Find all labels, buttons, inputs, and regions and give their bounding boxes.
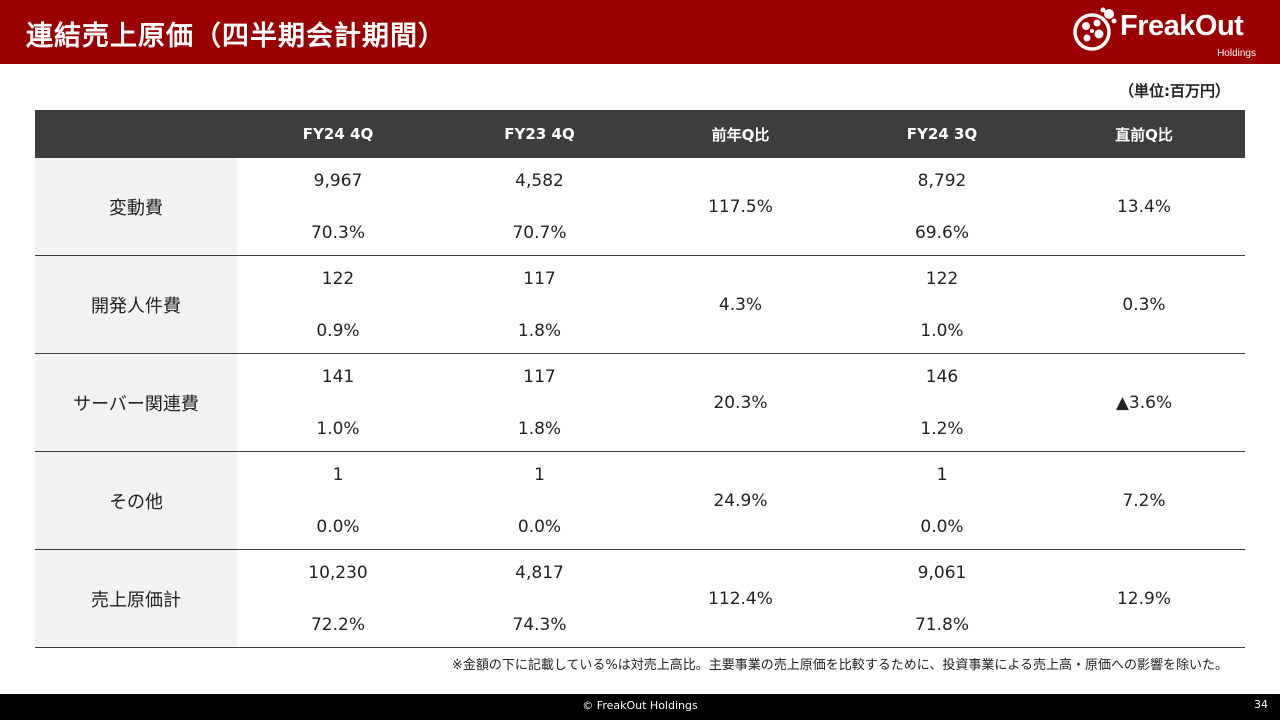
table-row: 変動費 9,967 70.3% 4,582 70.7% 117.5% 8,792 69… xyxy=(35,158,1245,256)
row-label: 売上原価計 xyxy=(35,549,237,648)
table-cell: 1 0.0% xyxy=(439,451,640,550)
logo-mark-icon xyxy=(1073,7,1117,51)
page-title: 連結売上原価（四半期会計期間） xyxy=(26,21,446,52)
logo-subtext: Holdings xyxy=(1217,48,1256,59)
row-label: その他 xyxy=(35,451,237,550)
amount-value: 117 xyxy=(523,269,556,289)
footnote: ※金額の下に記載している%は対売上高比。主要事業の売上原価を比較するために、投資… xyxy=(451,658,1228,673)
ratio-value: 0.9% xyxy=(316,321,360,341)
table-cell: 146 1.2% xyxy=(841,353,1043,452)
ratio-value: 70.7% xyxy=(512,223,567,243)
amount-value: 4,817 xyxy=(515,563,564,583)
ratio-value: 74.3% xyxy=(512,615,567,635)
qoq-value: ▲3.6% xyxy=(1043,353,1245,452)
table-row: サーバー関連費 141 1.0% 117 1.8% 20.3% 146 1.2% ▲3… xyxy=(35,353,1245,452)
column-header: FY24 3Q xyxy=(841,110,1043,158)
amount-value: 1 xyxy=(332,465,344,485)
amount-value: 8,792 xyxy=(917,171,967,191)
ratio-value: 0.0% xyxy=(920,517,964,537)
table-cell: 4,817 74.3% xyxy=(439,549,640,648)
ratio-value: 1.0% xyxy=(316,419,360,439)
column-header: FY23 4Q xyxy=(439,110,640,158)
amount-value: 122 xyxy=(925,269,959,289)
amount-value: 141 xyxy=(321,367,355,387)
row-label: 開発人件費 xyxy=(35,255,237,354)
ratio-value: 1.8% xyxy=(517,321,562,341)
table-cell: 117 1.8% xyxy=(439,255,640,354)
table-cell: 141 1.0% xyxy=(237,353,439,452)
table-row: 開発人件費 122 0.9% 117 1.8% 4.3% 122 1.0% 0.3% xyxy=(35,255,1245,354)
table-cell: 4,582 70.7% xyxy=(439,158,640,256)
table-cell: 9,967 70.3% xyxy=(237,158,439,256)
cost-of-sales-table: FY24 4Q FY23 4Q 前年Q比 FY24 3Q 直前Q比 変動費 9,… xyxy=(35,110,1245,648)
ratio-value: 0.0% xyxy=(517,517,562,537)
yoy-value: 24.9% xyxy=(640,451,841,550)
row-label: 変動費 xyxy=(35,158,237,256)
ratio-value: 70.3% xyxy=(310,223,365,243)
qoq-value: 12.9% xyxy=(1043,549,1245,648)
table-cell: 10,230 72.2% xyxy=(237,549,439,648)
table-cell: 122 1.0% xyxy=(841,255,1043,354)
table-cell: 1 0.0% xyxy=(237,451,439,550)
column-header: FY24 4Q xyxy=(237,110,439,158)
yoy-value: 4.3% xyxy=(640,255,841,354)
ratio-value: 72.2% xyxy=(310,615,365,635)
table-cell: 9,061 71.8% xyxy=(841,549,1043,648)
ratio-value: 71.8% xyxy=(914,615,969,635)
column-header: 前年Q比 xyxy=(640,110,841,158)
yoy-value: 112.4% xyxy=(640,549,841,648)
qoq-value: 7.2% xyxy=(1043,451,1245,550)
qoq-value: 13.4% xyxy=(1043,158,1245,256)
freakout-logo: FreakOut Holdings xyxy=(1070,4,1270,62)
row-label: サーバー関連費 xyxy=(35,353,237,452)
table-cell: 8,792 69.6% xyxy=(841,158,1043,256)
table-cell: 122 0.9% xyxy=(237,255,439,354)
table-row: その他 1 0.0% 1 0.0% 24.9% 1 0.0% 7.2% xyxy=(35,451,1245,550)
amount-value: 146 xyxy=(925,367,959,387)
ratio-value: 1.0% xyxy=(920,321,964,341)
amount-value: 10,230 xyxy=(308,563,368,583)
amount-value: 9,967 xyxy=(313,171,363,191)
amount-value: 4,582 xyxy=(515,171,564,191)
page-number: 34 xyxy=(1254,698,1268,711)
yoy-value: 117.5% xyxy=(640,158,841,256)
amount-value: 117 xyxy=(523,367,556,387)
column-header: 直前Q比 xyxy=(1043,110,1245,158)
amount-value: 122 xyxy=(321,269,355,289)
copyright-text: © FreakOut Holdings xyxy=(582,699,698,712)
footer-bar: © FreakOut Holdings 34 xyxy=(0,694,1280,720)
table-row: 売上原価計 10,230 72.2% 4,817 74.3% 112.4% 9,06… xyxy=(35,549,1245,648)
qoq-value: 0.3% xyxy=(1043,255,1245,354)
ratio-value: 1.2% xyxy=(920,419,964,439)
yoy-value: 20.3% xyxy=(640,353,841,452)
table-header-row: FY24 4Q FY23 4Q 前年Q比 FY24 3Q 直前Q比 xyxy=(35,110,1245,158)
amount-value: 1 xyxy=(534,465,545,485)
ratio-value: 69.6% xyxy=(914,223,969,243)
column-header xyxy=(35,110,237,158)
amount-value: 9,061 xyxy=(917,563,967,583)
unit-label: （単位:百万円） xyxy=(1119,82,1230,100)
amount-value: 1 xyxy=(936,465,948,485)
header-bar: 連結売上原価（四半期会計期間） FreakOut Holdings xyxy=(0,0,1280,64)
ratio-value: 0.0% xyxy=(316,517,360,537)
ratio-value: 1.8% xyxy=(517,419,562,439)
table-cell: 1 0.0% xyxy=(841,451,1043,550)
logo-text: FreakOut xyxy=(1120,10,1244,42)
table-cell: 117 1.8% xyxy=(439,353,640,452)
